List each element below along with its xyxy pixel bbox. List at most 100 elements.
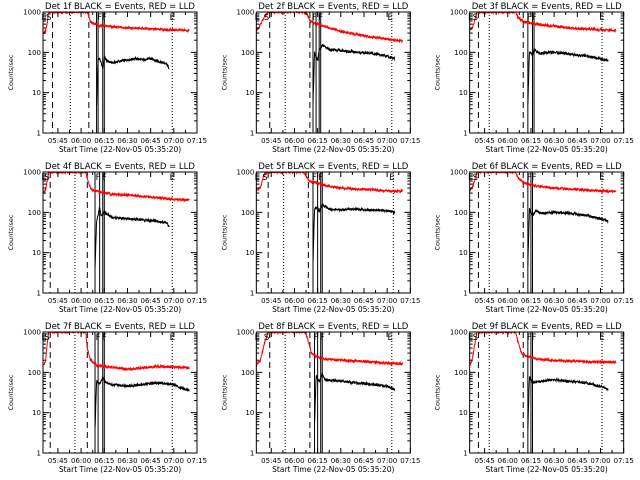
y-tick-label: 10: [32, 409, 41, 417]
x-tick-label: 06:30: [544, 457, 564, 465]
chart-panel: Det 5f BLACK = Events, RED = LLD 1 10 100 10…: [220, 162, 420, 314]
chart-panel: Det 2f BLACK = Events, RED = LLD 1 10 100 10…: [220, 2, 420, 154]
x-tick-label: 05:45: [48, 297, 68, 305]
event-marker: E: [599, 173, 604, 183]
x-axis-label: Start Time (22-Nov-05 05:35:20): [272, 465, 394, 474]
event-marker: E: [599, 333, 604, 343]
x-tick-label: 06:00: [498, 457, 518, 465]
x-tick-label: 06:45: [141, 297, 161, 305]
x-tick-label: 06:30: [117, 457, 137, 465]
x-tick-label: 07:15: [614, 297, 634, 305]
chart-panel: Det 1f BLACK = Events, RED = LLD 1 10 100 10…: [7, 2, 207, 154]
y-tick-label: 1: [250, 290, 254, 298]
y-tick-label: 100: [454, 209, 467, 217]
y-tick-label: 100: [28, 369, 41, 377]
event-marker: E: [170, 333, 175, 343]
plot-frame: [255, 171, 411, 294]
y-axis-label: Counts/sec: [7, 54, 15, 90]
plot-frame: [255, 331, 411, 454]
series-line-events: [314, 372, 396, 425]
event-marker: F: [312, 173, 317, 183]
x-tick-label: 07:15: [187, 297, 207, 305]
series-line-events: [312, 43, 396, 106]
series-line-lld: [256, 172, 403, 195]
x-axis-label: Start Time (22-Nov-05 05:35:20): [486, 145, 608, 154]
x-axis-label: Start Time (22-Nov-05 05:35:20): [486, 465, 608, 474]
chart-title: Det 8f BLACK = Events, RED = LLD: [258, 322, 408, 332]
event-marker: S: [46, 13, 51, 23]
chart-title: Det 7f BLACK = Events, RED = LLD: [45, 322, 195, 332]
x-tick-label: 06:45: [354, 297, 374, 305]
event-marker: S: [264, 333, 269, 343]
series-line-lld: [256, 12, 404, 44]
plot-frame: [42, 331, 198, 454]
x-tick-label: 06:30: [331, 457, 351, 465]
x-tick-label: 07:15: [400, 297, 420, 305]
y-axis-label: Counts/sec: [220, 214, 228, 250]
event-marker: F: [527, 333, 532, 343]
x-tick-label: 06:15: [521, 457, 541, 465]
event-marker: F: [318, 173, 323, 183]
x-tick-label: 07:00: [164, 457, 184, 465]
chart-panel: Det 7f BLACK = Events, RED = LLD 1 10 100 10…: [7, 322, 207, 474]
y-tick-label: 1000: [237, 9, 255, 17]
event-marker: F: [96, 333, 101, 343]
series-line-lld: [256, 332, 404, 367]
series-line-events: [312, 202, 396, 264]
y-tick-label: 100: [28, 209, 41, 217]
x-tick-label: 06:30: [117, 137, 137, 145]
event-marker: F: [314, 333, 319, 343]
series-line-events: [527, 48, 609, 105]
y-tick-label: 1: [250, 130, 254, 138]
y-tick-label: 1000: [237, 169, 255, 177]
x-tick-label: 06:30: [544, 137, 564, 145]
y-tick-label: 10: [245, 89, 254, 97]
x-tick-label: 06:45: [141, 137, 161, 145]
x-tick-label: 06:30: [331, 137, 351, 145]
y-tick-label: 10: [459, 89, 468, 97]
chart-title: Det 4f BLACK = Events, RED = LLD: [45, 162, 195, 172]
event-marker: E: [255, 13, 260, 23]
y-tick-label: 1000: [23, 169, 41, 177]
chart-panel: Det 8f BLACK = Events, RED = LLD 1 10 100 10…: [220, 322, 420, 474]
event-marker: F: [102, 173, 107, 183]
chart-panel: Det 9f BLACK = Events, RED = LLD 1 10 100 10…: [434, 322, 634, 474]
x-tick-label: 06:15: [521, 297, 541, 305]
event-marker: F: [97, 13, 102, 23]
event-marker: S: [264, 13, 269, 23]
chart-title: Det 3f BLACK = Events, RED = LLD: [472, 2, 622, 12]
y-axis-label: Counts/sec: [7, 214, 15, 250]
x-tick-label: 07:15: [400, 137, 420, 145]
event-marker: E: [170, 13, 175, 23]
y-axis-label: Counts/sec: [434, 374, 442, 410]
x-tick-label: 06:00: [284, 457, 304, 465]
event-marker: F: [320, 333, 325, 343]
series-line-lld: [469, 332, 617, 367]
y-tick-label: 1000: [450, 169, 468, 177]
plot-frame: [255, 11, 411, 134]
x-tick-label: 06:45: [354, 137, 374, 145]
x-tick-label: 06:00: [284, 137, 304, 145]
x-tick-label: 06:45: [567, 297, 587, 305]
x-tick-label: 06:00: [284, 297, 304, 305]
x-tick-label: 07:15: [187, 137, 207, 145]
y-tick-label: 100: [454, 49, 467, 57]
event-marker: E: [599, 13, 604, 23]
x-tick-label: 06:45: [141, 457, 161, 465]
y-tick-label: 1: [463, 130, 467, 138]
x-tick-label: 06:15: [308, 297, 328, 305]
x-axis-label: Start Time (22-Nov-05 05:35:20): [59, 305, 181, 314]
y-tick-label: 10: [459, 249, 468, 257]
event-marker: F: [532, 13, 537, 23]
x-tick-label: 06:00: [498, 297, 518, 305]
x-tick-label: 06:15: [94, 137, 114, 145]
x-tick-label: 06:45: [567, 137, 587, 145]
x-tick-label: 07:00: [377, 297, 397, 305]
y-tick-label: 100: [454, 369, 467, 377]
x-tick-label: 06:15: [308, 457, 328, 465]
series-line-events: [527, 376, 609, 429]
y-tick-label: 1: [463, 290, 467, 298]
y-tick-label: 100: [241, 49, 254, 57]
y-axis-label: Counts/sec: [434, 54, 442, 90]
